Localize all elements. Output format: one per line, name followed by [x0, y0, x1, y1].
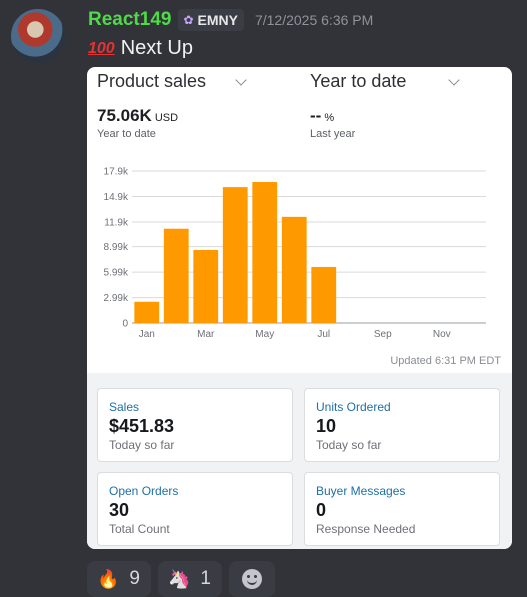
y-tick-label: 14.9k: [104, 192, 129, 203]
bar-jan: [134, 301, 160, 323]
fire-reaction[interactable]: 🔥 9: [87, 561, 151, 597]
updated-timestamp: Updated 6:31 PM EDT: [390, 355, 501, 367]
y-tick-label: 11.9k: [104, 217, 129, 228]
y-tick-label: 17.9k: [104, 167, 129, 178]
tile-value: 10: [316, 416, 337, 436]
sales-metric-value: 75.06K USD: [97, 106, 179, 125]
x-tick-label: May: [255, 329, 274, 340]
sales-summary-panel: Product sales Year to date 75.06K USD Yea…: [87, 67, 512, 373]
y-tick-label: 2.99k: [104, 293, 129, 304]
bar-jul: [311, 266, 337, 323]
tile-label: Units Ordered: [316, 400, 391, 414]
period-select[interactable]: Product sales: [97, 71, 207, 91]
reaction-count: 1: [200, 568, 211, 589]
fire-emoji-icon: 🔥: [97, 568, 120, 589]
unicorn-reaction[interactable]: 🦄 1: [158, 561, 222, 597]
role-badge-label: EMNY: [197, 12, 238, 28]
unicorn-emoji-icon: 🦄: [168, 568, 191, 589]
metric-unit: USD: [154, 112, 179, 124]
chevron-down-icon[interactable]: [448, 74, 460, 86]
tile-caption: Today so far: [109, 438, 175, 452]
open-orders-tile[interactable]: Open Orders 30 Total Count: [97, 472, 293, 546]
reactions-bar: 🔥 9 🦄 1: [87, 561, 275, 597]
message-text: Next Up: [120, 37, 193, 59]
buyer-messages-tile[interactable]: Buyer Messages 0 Response Needed: [304, 472, 500, 546]
tile-caption: Response Needed: [316, 522, 416, 536]
role-badge[interactable]: ✿ EMNY: [178, 9, 244, 31]
x-tick-label: Jul: [317, 329, 330, 340]
y-tick-label: 8.99k: [104, 242, 129, 253]
bar-jun: [281, 216, 307, 323]
x-tick-label: Mar: [197, 329, 215, 340]
tile-label: Buyer Messages: [316, 484, 406, 498]
user-avatar[interactable]: [11, 9, 65, 63]
bar-mar: [193, 249, 219, 323]
compare-caption: Last year: [310, 128, 356, 140]
metric-caption: Year to date: [97, 128, 156, 140]
sales-dashboard-image[interactable]: Product sales Year to date 75.06K USD Yea…: [87, 67, 512, 549]
tile-caption: Today so far: [316, 438, 382, 452]
compare-unit: %: [324, 112, 335, 124]
metric-tiles: Sales $451.83 Today so far Units Ordered…: [87, 373, 512, 549]
bar-apr: [222, 187, 248, 323]
username[interactable]: React149: [88, 9, 172, 30]
x-tick-label: Nov: [433, 329, 451, 340]
units-ordered-tile[interactable]: Units Ordered 10 Today so far: [304, 388, 500, 462]
sales-tile[interactable]: Sales $451.83 Today so far: [97, 388, 293, 462]
flower-icon: ✿: [183, 13, 194, 27]
bar-feb: [163, 228, 189, 323]
tile-value: $451.83: [109, 416, 175, 436]
sales-bar-chart: 0 2.99k 5.99k 8.99k 11.9k 14.9k 17.9k Jan Mar May…: [104, 167, 486, 340]
smile-icon: [242, 569, 262, 589]
tile-value: 30: [109, 500, 130, 520]
chevron-down-icon[interactable]: [235, 74, 247, 86]
reaction-count: 9: [129, 568, 140, 589]
compare-metric-value: --%: [310, 106, 335, 125]
100-emoji-icon: 100: [88, 39, 115, 57]
message-body: 100 Next Up: [88, 37, 193, 60]
y-tick-label: 5.99k: [104, 268, 129, 279]
tile-label: Sales: [109, 400, 140, 414]
tile-value: 0: [316, 500, 327, 520]
message-timestamp: 7/12/2025 6:36 PM: [254, 12, 374, 28]
tile-label: Open Orders: [109, 484, 179, 498]
message-header: React149 ✿ EMNY 7/12/2025 6:36 PM: [88, 8, 373, 32]
compare-select[interactable]: Year to date: [310, 71, 407, 91]
add-reaction-button[interactable]: [229, 561, 275, 597]
tile-caption: Total Count: [109, 522, 170, 536]
x-tick-label: Jan: [139, 329, 155, 340]
y-tick-label: 0: [122, 319, 128, 330]
x-tick-label: Sep: [374, 329, 392, 340]
bar-may: [252, 182, 278, 323]
